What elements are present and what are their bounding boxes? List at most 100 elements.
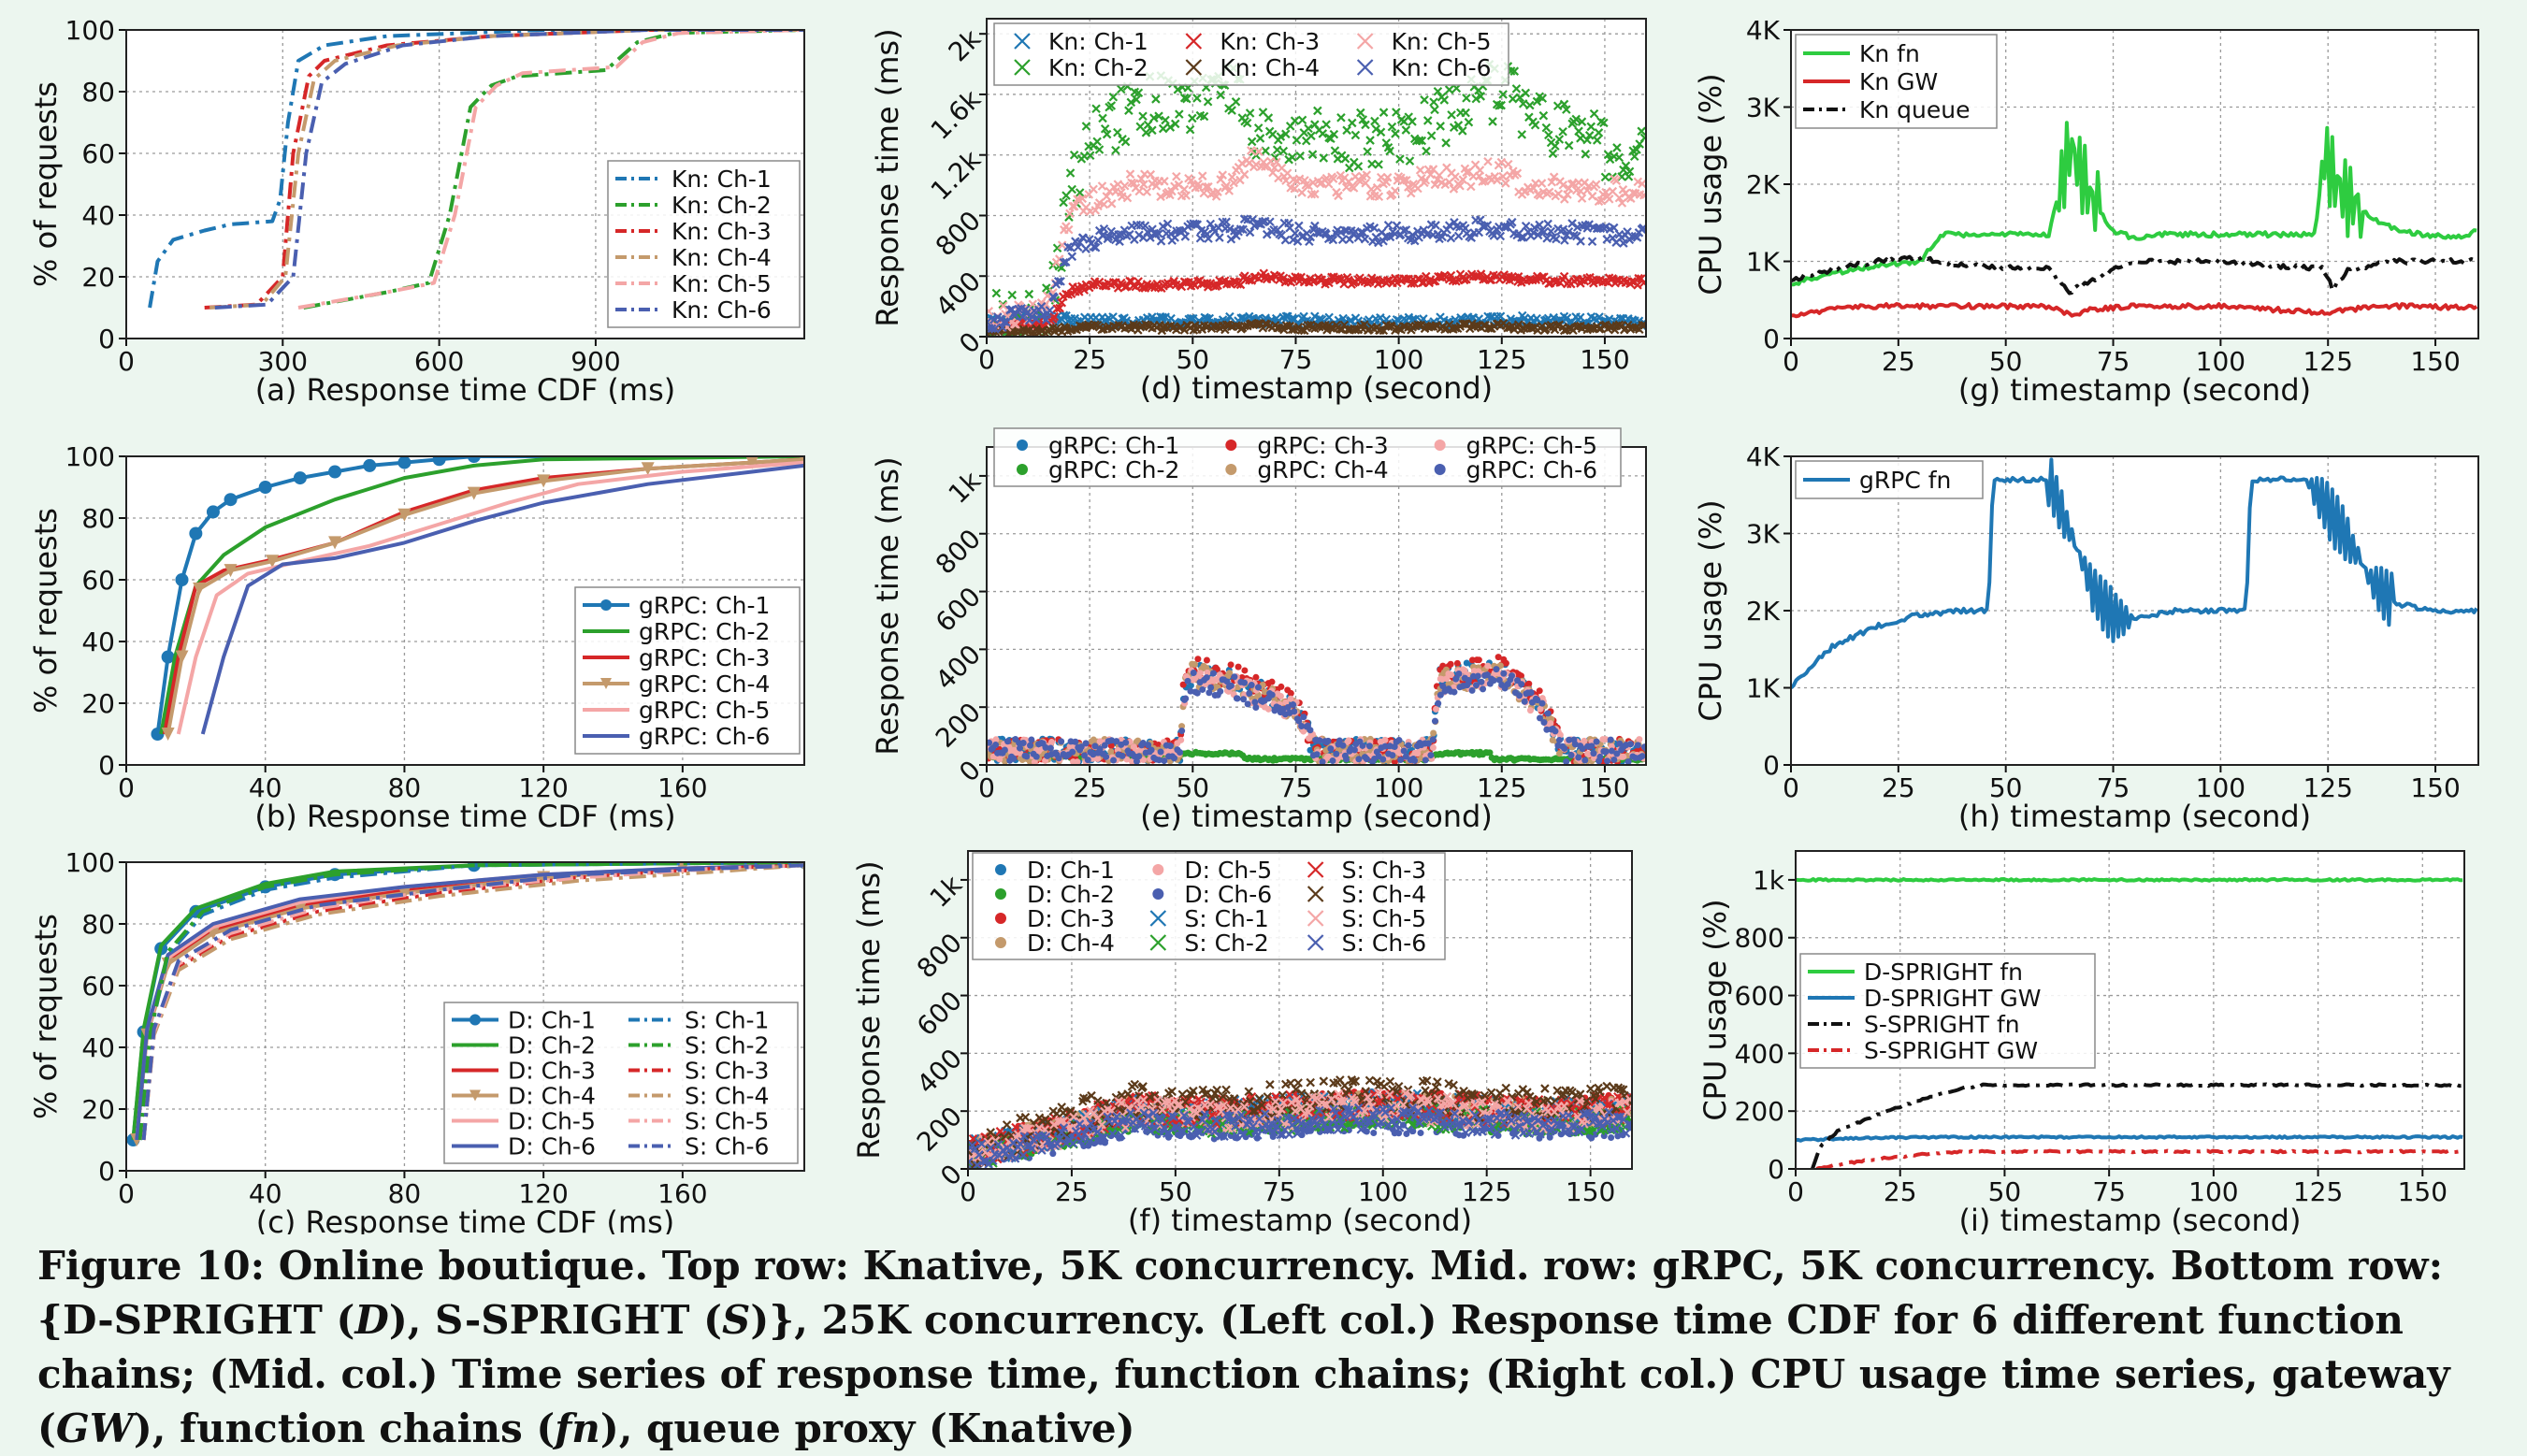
y-tick-label: 1k — [924, 869, 969, 914]
series-marker-grpc-ch-1 — [294, 471, 307, 484]
y-tick-label: 600 — [930, 581, 987, 638]
y-tick-label: 0 — [98, 1156, 115, 1187]
scatter-point-grpc-ch-6 — [1185, 678, 1191, 685]
scatter-point-grpc-ch-6 — [1405, 742, 1411, 749]
legend-label-d-ch-4: D: Ch-4 — [508, 1083, 596, 1110]
scatter-point-grpc-ch-6 — [1581, 757, 1588, 764]
x-tick-label: 0 — [118, 772, 135, 803]
scatter-point-grpc-ch-6 — [1366, 742, 1373, 749]
legend-label-d-ch-6: D: Ch-6 — [508, 1133, 596, 1160]
y-tick-label: 60 — [81, 565, 115, 596]
scatter-point-grpc-ch-6 — [1171, 755, 1177, 761]
y-tick-label: 40 — [81, 200, 115, 231]
scatter-point-grpc-ch-6 — [1269, 692, 1276, 699]
legend-swatch-grpc-ch-5 — [1435, 440, 1446, 451]
x-tick-label: 25 — [1055, 1176, 1089, 1207]
legend-label-s-ch-2: S: Ch-2 — [685, 1032, 769, 1060]
scatter-point-grpc-ch-6 — [1307, 727, 1313, 733]
legend-label-d-ch-2: D: Ch-2 — [508, 1032, 596, 1060]
scatter-point-grpc-ch-6 — [1316, 737, 1322, 743]
x-tick-label: 150 — [1580, 344, 1629, 375]
scatter-point-grpc-ch-5 — [1278, 693, 1284, 699]
y-tick-label: 200 — [930, 697, 987, 754]
legend-label-grpc-ch-2: gRPC: Ch-2 — [639, 618, 770, 645]
scatter-point-grpc-ch-5 — [1433, 706, 1439, 713]
legend-swatch-grpc-ch-6 — [1435, 464, 1446, 475]
scatter-point-grpc-ch-3 — [1454, 660, 1461, 667]
scatter-point-grpc-ch-6 — [1228, 683, 1235, 689]
legend-label-kn-ch-3: Kn: Ch-3 — [1220, 28, 1320, 55]
scatter-point-grpc-ch-6 — [1329, 757, 1336, 764]
x-axis-label: (d) timestamp (second) — [1140, 370, 1493, 406]
y-tick-label: 40 — [81, 627, 115, 657]
scatter-point-grpc-ch-6 — [1231, 673, 1237, 680]
scatter-point-grpc-ch-6 — [1451, 689, 1457, 696]
scatter-point-grpc-ch-4 — [1191, 661, 1198, 668]
scatter-point-grpc-ch-3 — [1476, 656, 1482, 663]
scatter-point-grpc-ch-5 — [1382, 737, 1389, 743]
scatter-point-grpc-ch-6 — [1561, 745, 1567, 752]
y-axis-label: % of requests — [28, 914, 64, 1119]
legend-label-kn-ch-5: Kn: Ch-5 — [1392, 28, 1492, 55]
y-tick-label: 60 — [81, 138, 115, 169]
y-tick-label: 1.6k — [925, 83, 988, 146]
scatter-point-grpc-ch-6 — [1389, 752, 1395, 758]
scatter-point-grpc-ch-6 — [1241, 680, 1248, 686]
scatter-point-grpc-ch-6 — [1339, 742, 1346, 749]
y-tick-label: 100 — [65, 15, 115, 46]
scatter-point-grpc-ch-6 — [1027, 742, 1033, 749]
legend-swatch-grpc-ch-4 — [1225, 464, 1236, 475]
scatter-point-grpc-ch-6 — [1085, 757, 1091, 763]
scatter-point-grpc-ch-5 — [1346, 737, 1352, 743]
y-tick-label: 20 — [81, 1094, 115, 1125]
scatter-point-grpc-ch-3 — [1448, 661, 1454, 668]
scatter-point-grpc-ch-6 — [1639, 753, 1646, 759]
scatter-point-grpc-ch-6 — [1379, 756, 1386, 762]
y-axis-label: % of requests — [28, 508, 64, 714]
x-axis-label: (c) Response time CDF (ms) — [256, 1204, 674, 1234]
scatter-point-grpc-ch-3 — [1503, 660, 1509, 667]
legend-label-kn-ch-5: Kn: Ch-5 — [671, 270, 772, 297]
y-tick-label: 400 — [911, 1043, 968, 1100]
legend-label-kn-ch-6: Kn: Ch-6 — [671, 296, 772, 324]
y-tick-label: 100 — [65, 441, 115, 472]
legend-label-s-ch-1: S: Ch-1 — [685, 1007, 769, 1034]
series-marker-grpc-ch-1 — [189, 527, 202, 541]
legend-label-d-ch-5: D: Ch-5 — [508, 1108, 596, 1135]
scatter-point-grpc-ch-6 — [1182, 695, 1189, 701]
legend-label-grpc-ch-2: gRPC: Ch-2 — [1048, 456, 1179, 483]
scatter-point-grpc-ch-3 — [1525, 681, 1532, 687]
scatter-point-grpc-ch-3 — [1204, 656, 1210, 663]
scatter-point-grpc-ch-6 — [1110, 757, 1117, 763]
legend-swatch-grpc-ch-1 — [1017, 440, 1028, 451]
y-axis-label: Response time (ms) — [870, 456, 905, 755]
scatter-point-grpc-ch-6 — [1210, 670, 1217, 677]
scatter-point-grpc-ch-6 — [1516, 692, 1523, 699]
series-marker-grpc-ch-1 — [433, 453, 446, 466]
legend-label-kn-ch-6: Kn: Ch-6 — [1392, 54, 1492, 81]
x-tick-label: 0 — [118, 1178, 135, 1209]
scatter-point-grpc-ch-6 — [1069, 749, 1076, 756]
legend-label-grpc-ch-6: gRPC: Ch-6 — [1466, 456, 1597, 483]
scatter-point-grpc-ch-6 — [1291, 708, 1297, 714]
legend-label-kn-ch-2: Kn: Ch-2 — [671, 192, 772, 219]
scatter-point-grpc-ch-6 — [1552, 728, 1558, 734]
y-tick-label: 200 — [911, 1101, 968, 1158]
scatter-point-grpc-ch-6 — [1435, 700, 1441, 707]
scatter-point-grpc-ch-6 — [1563, 758, 1569, 765]
scatter-point-grpc-ch-6 — [1047, 745, 1054, 752]
scatter-point-grpc-ch-6 — [1575, 755, 1581, 761]
scatter-point-grpc-ch-5 — [1048, 739, 1055, 745]
legend-label-d-ch-1: D: Ch-1 — [508, 1007, 596, 1034]
scatter-point-grpc-ch-6 — [1411, 757, 1418, 764]
scatter-point-grpc-ch-6 — [1568, 752, 1575, 758]
scatter-point-grpc-ch-6 — [1158, 749, 1164, 756]
y-tick-label: 400 — [930, 266, 987, 323]
scatter-point-grpc-ch-6 — [1432, 718, 1438, 725]
scatter-point-grpc-ch-6 — [1023, 753, 1030, 759]
scatter-point-grpc-ch-6 — [1491, 677, 1497, 684]
scatter-point-grpc-ch-6 — [1343, 756, 1350, 762]
